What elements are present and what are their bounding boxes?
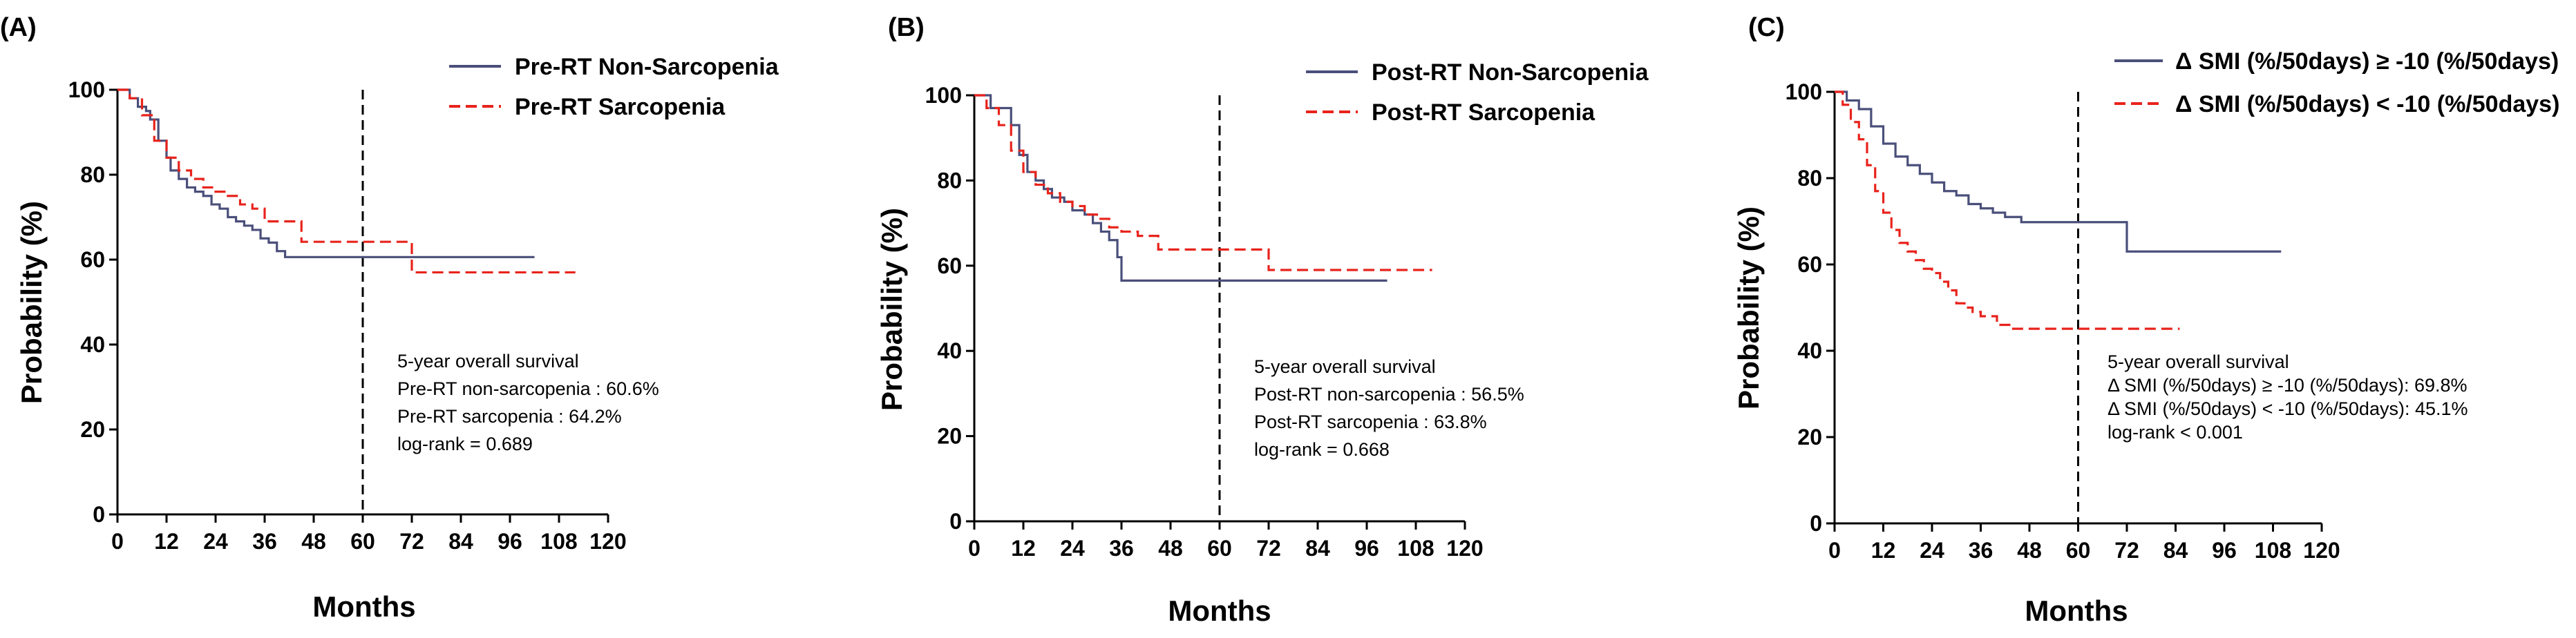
chart-2-annotation-2: Post-RT non-sarcopenia : 56.5% [1254, 384, 1524, 405]
chart-1-annotation-3: Pre-RT sarcopenia : 64.2% [397, 406, 622, 427]
chart-2-y-tick-label: 60 [937, 253, 962, 278]
chart-2-x-tick-label: 48 [1158, 536, 1183, 561]
chart-3-x-tick-label: 60 [2066, 538, 2091, 563]
chart-3-x-tick-label: 108 [2255, 538, 2291, 563]
chart-3-series-2-line [1835, 90, 2180, 330]
chart-3-y-tick-label: 40 [1797, 338, 1822, 363]
chart-3-y-tick-label: 0 [1810, 511, 1822, 536]
chart-3-x-axis-title: Months [2025, 594, 2128, 627]
chart-3-x-tick-label: 12 [1871, 538, 1896, 563]
chart-1-y-tick-label: 80 [80, 162, 105, 187]
chart-3-legend-label-1: Δ SMI (%/50days) ≥ -10 (%/50days) [2175, 48, 2559, 75]
chart-3-y-axis-title: Probability (%) [1732, 206, 1765, 409]
chart-3-x-tick-label: 24 [1920, 538, 1944, 563]
chart-2-x-tick-label: 0 [968, 536, 981, 561]
chart-3-x-tick-label: 120 [2303, 538, 2340, 563]
chart-2-x-tick-label: 60 [1207, 536, 1232, 561]
chart-2-series-1-line [974, 94, 1388, 282]
chart-1-annotation-1: 5-year overall survival [397, 351, 579, 371]
chart-2-x-tick-label: 84 [1305, 536, 1330, 561]
chart-1-panel-label: (A) [0, 13, 37, 42]
chart-3-x-tick-label: 0 [1828, 538, 1841, 563]
chart-1-legend-label-2: Pre-RT Sarcopenia [515, 94, 726, 120]
chart-3-y-tick-label: 60 [1797, 252, 1822, 277]
chart-1-x-tick-label: 24 [203, 529, 228, 554]
chart-2-annotation-1: 5-year overall survival [1254, 356, 1436, 377]
chart-2: (B) 0 20 40 60 80 100 0 12 24 36 48 60 72 84 96 108 120 Pr… [875, 13, 1649, 627]
chart-1-series-1-line [117, 88, 535, 258]
chart-1-x-tick-label: 84 [448, 529, 473, 554]
chart-2-x-axis-title: Months [1168, 594, 1271, 627]
chart-1-x-tick-label: 36 [252, 529, 277, 554]
chart-2-y-axis-title: Probability (%) [875, 208, 908, 411]
chart-3-x-tick-label: 84 [2163, 538, 2188, 563]
chart-1: (A) 0 20 40 60 80 100 0 12 24 36 48 60 72 84 96 108 120 Pr… [0, 13, 779, 623]
chart-3-annotation-1: 5-year overall survival [2108, 351, 2289, 372]
chart-2-panel-label: (B) [888, 13, 925, 42]
chart-1-x-tick-label: 48 [301, 529, 326, 554]
chart-1-x-tick-label: 0 [111, 529, 124, 554]
chart-1-x-tick-label: 72 [399, 529, 424, 554]
chart-3-annotation-3: Δ SMI (%/50days) < -10 (%/50days): 45.1% [2108, 398, 2468, 419]
chart-1-y-tick-label: 40 [80, 332, 105, 357]
chart-1-x-tick-label: 96 [498, 529, 522, 554]
chart-2-series-2-line [974, 94, 1432, 271]
chart-3-panel-label: (C) [1748, 13, 1785, 42]
chart-3-y-tick-label: 20 [1797, 425, 1822, 450]
chart-3-x-tick-label: 48 [2017, 538, 2042, 563]
chart-1-y-tick-label: 60 [80, 247, 105, 272]
chart-3-legend-label-2: Δ SMI (%/50days) < -10 (%/50days) [2175, 91, 2559, 117]
chart-2-x-tick-label: 24 [1060, 536, 1085, 561]
chart-1-y-tick-label: 0 [93, 502, 105, 527]
chart-2-x-tick-label: 96 [1354, 536, 1379, 561]
chart-1-x-tick-label: 12 [154, 529, 179, 554]
chart-2-legend-label-2: Post-RT Sarcopenia [1372, 99, 1595, 126]
chart-2-legend-label-1: Post-RT Non-Sarcopenia [1372, 59, 1649, 86]
chart-1-legend-label-1: Pre-RT Non-Sarcopenia [515, 54, 779, 80]
chart-1-annotation-2: Pre-RT non-sarcopenia : 60.6% [397, 378, 659, 399]
chart-1-x-tick-label: 108 [540, 529, 577, 554]
chart-2-y-tick-label: 100 [925, 83, 962, 108]
chart-2-x-tick-label: 72 [1256, 536, 1281, 561]
chart-3-annotation-2: Δ SMI (%/50days) ≥ -10 (%/50days): 69.8% [2108, 375, 2468, 396]
chart-2-annotation-3: Post-RT sarcopenia : 63.8% [1254, 412, 1487, 432]
chart-2-y-tick-label: 40 [937, 338, 962, 363]
chart-2-x-tick-label: 36 [1109, 536, 1134, 561]
chart-3-x-tick-label: 96 [2212, 538, 2237, 563]
chart-3-series-1-line [1835, 90, 2282, 253]
chart-2-x-tick-label: 12 [1011, 536, 1036, 561]
chart-1-x-axis-title: Months [312, 590, 415, 623]
chart-1-annotation-4: log-rank = 0.689 [397, 434, 533, 454]
chart-2-x-tick-label: 108 [1397, 536, 1434, 561]
chart-1-series-2-line [117, 88, 576, 274]
chart-1-y-axis-title: Probability (%) [15, 201, 48, 404]
chart-2-annotation-4: log-rank = 0.668 [1254, 439, 1390, 460]
chart-1-x-tick-label: 60 [350, 529, 375, 554]
chart-3-y-tick-label: 80 [1797, 166, 1822, 191]
chart-3-annotation-4: log-rank < 0.001 [2108, 422, 2243, 443]
chart-3-y-tick-label: 100 [1786, 79, 1822, 104]
chart-3-x-tick-label: 36 [1969, 538, 1993, 563]
chart-3: (C) 0 20 40 60 80 100 0 12 24 36 48 60 72 84 96 108 120 Pr… [1732, 13, 2559, 627]
chart-1-x-tick-label: 120 [589, 529, 626, 554]
chart-2-y-tick-label: 0 [949, 509, 962, 534]
chart-1-y-tick-label: 20 [80, 417, 105, 442]
chart-1-y-tick-label: 100 [68, 77, 105, 102]
chart-2-y-tick-label: 20 [937, 424, 962, 449]
chart-2-y-tick-label: 80 [937, 168, 962, 193]
chart-3-x-tick-label: 72 [2114, 538, 2139, 563]
chart-2-x-tick-label: 120 [1446, 536, 1483, 561]
